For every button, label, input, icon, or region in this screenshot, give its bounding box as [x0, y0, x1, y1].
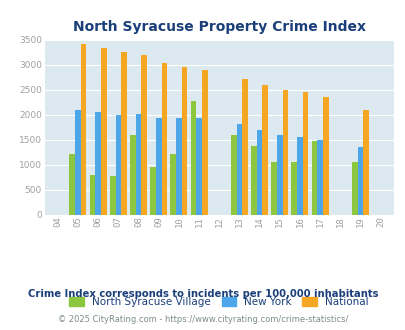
Bar — [317, 140, 322, 214]
Bar — [135, 114, 141, 214]
Bar — [121, 51, 126, 214]
Bar — [230, 135, 236, 214]
Legend: North Syracuse Village, New York, National: North Syracuse Village, New York, Nation… — [65, 293, 372, 312]
Bar — [75, 110, 81, 214]
Text: Crime Index corresponds to incidents per 100,000 inhabitants: Crime Index corresponds to incidents per… — [28, 289, 377, 299]
Bar — [115, 115, 121, 214]
Bar — [176, 117, 181, 214]
Bar — [156, 117, 161, 214]
Bar — [282, 90, 288, 214]
Bar — [357, 147, 362, 214]
Bar — [81, 44, 86, 214]
Text: © 2025 CityRating.com - https://www.cityrating.com/crime-statistics/: © 2025 CityRating.com - https://www.city… — [58, 315, 347, 324]
Bar — [291, 161, 296, 214]
Bar — [161, 63, 167, 214]
Bar — [256, 130, 262, 214]
Bar — [311, 141, 317, 214]
Bar — [271, 161, 276, 214]
Bar — [302, 91, 308, 214]
Bar — [236, 123, 242, 214]
Bar — [190, 101, 196, 214]
Bar — [242, 79, 247, 214]
Title: North Syracuse Property Crime Index: North Syracuse Property Crime Index — [72, 20, 365, 34]
Bar — [141, 54, 147, 214]
Bar — [251, 146, 256, 214]
Bar — [351, 162, 357, 214]
Bar — [130, 135, 135, 214]
Bar — [262, 85, 267, 214]
Bar — [90, 175, 95, 215]
Bar — [322, 97, 328, 214]
Bar — [170, 153, 176, 214]
Bar — [101, 48, 107, 214]
Bar — [276, 135, 282, 214]
Bar — [95, 112, 101, 214]
Bar — [181, 67, 187, 214]
Bar — [196, 118, 201, 214]
Bar — [69, 153, 75, 214]
Bar — [110, 176, 115, 214]
Bar — [362, 110, 368, 214]
Bar — [296, 137, 302, 214]
Bar — [201, 70, 207, 214]
Bar — [150, 167, 156, 214]
